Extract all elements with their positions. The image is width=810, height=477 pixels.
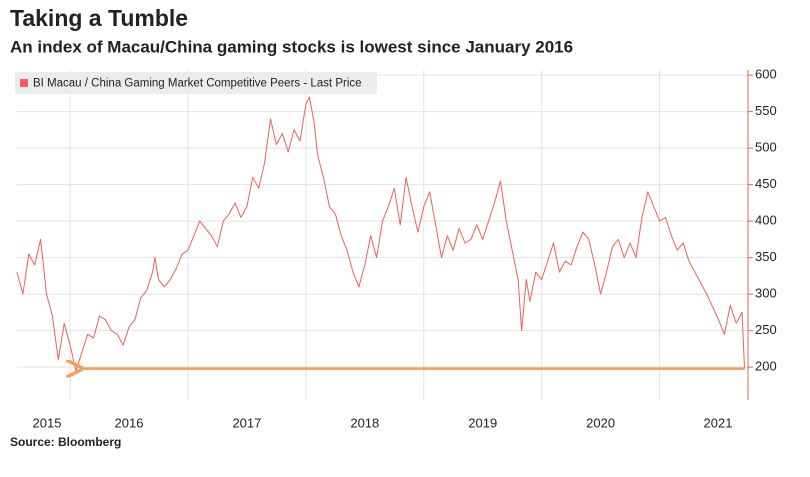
legend-swatch xyxy=(20,79,28,87)
chart-title: Taking a Tumble xyxy=(10,5,188,31)
x-tick-label: 2018 xyxy=(350,415,379,430)
x-tick-label: 2016 xyxy=(115,415,144,430)
chart-subtitle: An index of Macau/China gaming stocks is… xyxy=(10,37,573,56)
y-tick-label: 500 xyxy=(755,140,777,155)
source: Source: Bloomberg xyxy=(10,435,121,449)
x-tick-label: 2020 xyxy=(586,415,615,430)
series-line xyxy=(16,96,745,372)
y-tick-label: 550 xyxy=(755,103,777,118)
x-tick-label: 2017 xyxy=(232,415,261,430)
y-tick-label: 400 xyxy=(755,213,777,228)
legend-label: BI Macau / China Gaming Market Competiti… xyxy=(33,78,362,90)
y-tick-label: 350 xyxy=(755,249,777,264)
y-tick-label: 600 xyxy=(755,67,777,82)
legend-box xyxy=(15,72,377,94)
x-tick-label: 2015 xyxy=(33,415,62,430)
y-tick-label: 250 xyxy=(755,322,777,337)
y-tick-label: 450 xyxy=(755,176,777,191)
x-tick-label: 2019 xyxy=(468,415,497,430)
x-tick-label: 2021 xyxy=(704,415,733,430)
y-tick-label: 200 xyxy=(755,359,777,374)
y-tick-label: 300 xyxy=(755,286,777,301)
